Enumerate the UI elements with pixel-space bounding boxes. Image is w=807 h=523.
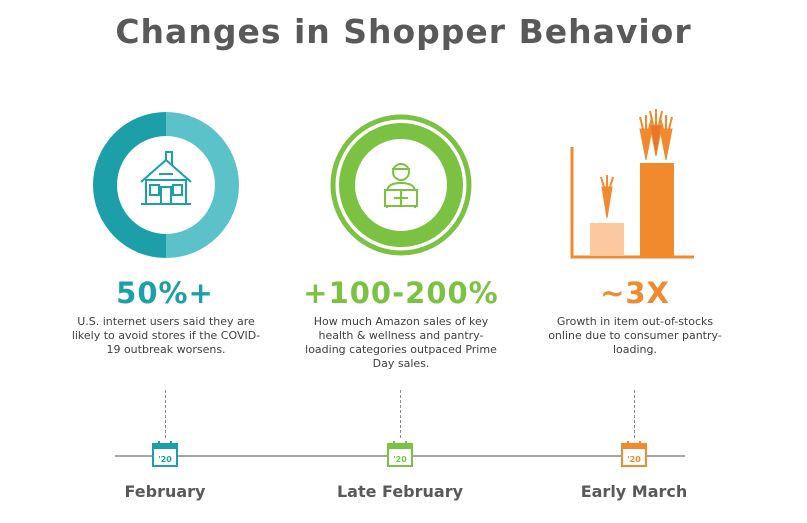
stat-value-1: 50%+ [116, 276, 214, 310]
timeline-label-february: February [124, 482, 206, 501]
stat-description-2: How much Amazon sales of key health & we… [305, 315, 497, 370]
calendar-icon: '20 [151, 440, 179, 468]
stat-description-3: Growth in item out-of-stocks online due … [548, 315, 722, 356]
house-icon [140, 151, 192, 205]
connector-1 [165, 390, 166, 438]
delivery-donut [328, 112, 474, 258]
connector-3 [634, 390, 635, 438]
page-title: Changes in Shopper Behavior [115, 12, 692, 51]
stat-value-2: +100-200% [303, 276, 499, 310]
carrot-bunch-icon [639, 109, 673, 161]
calendar-icon: '20 [386, 440, 414, 468]
stat-value-3: ~3X [600, 276, 670, 310]
svg-text:'20: '20 [158, 455, 172, 464]
timeline-label-early-march: Early March [580, 482, 688, 501]
svg-text:'20: '20 [393, 455, 407, 464]
delivery-person-icon [384, 163, 418, 208]
calendar-icon: '20 [620, 440, 648, 468]
carrot-bar-chart [568, 105, 698, 260]
timeline-label-late-february: Late February [336, 482, 464, 501]
stat-description-1: U.S. internet users said they are likely… [71, 315, 261, 356]
carrot-icon [600, 175, 614, 219]
house-donut [93, 112, 239, 258]
svg-text:'20: '20 [627, 455, 641, 464]
connector-2 [400, 390, 401, 438]
